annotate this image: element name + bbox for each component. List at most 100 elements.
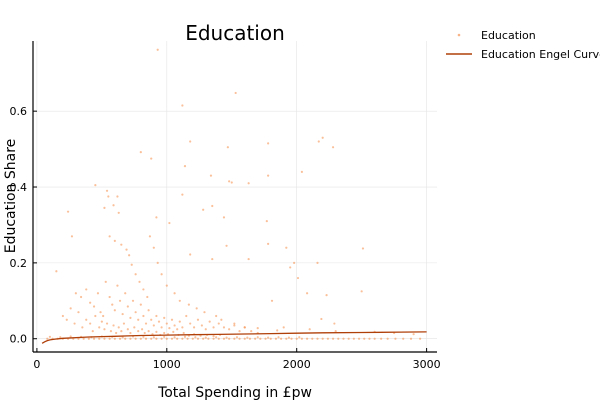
scatter-point	[152, 324, 155, 327]
scatter-point	[191, 337, 194, 340]
scatter-point	[172, 330, 175, 333]
scatter-point	[108, 337, 111, 340]
scatter-point	[129, 331, 132, 335]
scatter-point	[222, 216, 226, 219]
scatter-point	[321, 136, 324, 139]
scatter-point	[96, 292, 100, 295]
scatter-point	[94, 314, 97, 318]
scatter-point	[98, 326, 101, 329]
scatter-point	[108, 235, 111, 238]
scatter-point	[79, 295, 83, 299]
chart-title: Education	[185, 21, 285, 45]
scatter-point	[69, 307, 72, 310]
scatter-point	[247, 182, 250, 185]
scatter-point	[234, 91, 237, 95]
scatter-point	[215, 314, 218, 318]
scatter-point	[104, 280, 107, 283]
scatter-point	[243, 337, 246, 340]
scatter-point	[202, 337, 205, 340]
scatter-point	[419, 337, 422, 340]
scatter-point	[267, 174, 270, 177]
scatter-point	[233, 324, 236, 327]
scatter-point	[94, 184, 97, 187]
scatter-point	[142, 335, 145, 338]
scatter-point	[276, 329, 279, 332]
scatter-point	[139, 337, 142, 340]
scatter-point	[296, 276, 300, 280]
scatter-point	[183, 165, 187, 168]
scatter-point	[256, 336, 259, 339]
scatter-point	[285, 337, 288, 340]
scatter-point	[118, 337, 122, 340]
scatter-point	[298, 336, 301, 339]
scatter-point	[116, 195, 119, 198]
scatter-point	[73, 322, 76, 325]
scatter-point	[134, 311, 137, 314]
scatter-point	[176, 328, 179, 331]
scatter-point	[305, 337, 309, 340]
scatter-point	[290, 337, 293, 340]
x-tick-label: 0	[33, 358, 40, 371]
scatter-point	[105, 189, 109, 192]
scatter-point	[269, 337, 272, 340]
scatter-point	[55, 270, 58, 273]
scatter-point	[138, 280, 141, 283]
scatter-point	[185, 314, 188, 318]
scatter-point	[225, 336, 228, 339]
scatter-point	[92, 305, 96, 308]
scatter-point	[111, 303, 114, 306]
scatter-point	[211, 257, 214, 261]
scatter-point	[155, 314, 158, 318]
scatter-point	[194, 336, 197, 339]
scatter-point	[300, 170, 304, 173]
scatter-point	[160, 337, 163, 340]
scatter-point	[326, 337, 329, 340]
scatter-point	[103, 337, 106, 340]
scatter-point	[248, 337, 252, 340]
scatter-point	[129, 337, 132, 340]
scatter-point	[360, 290, 363, 293]
scatter-point	[280, 337, 283, 340]
scatter-point	[129, 316, 132, 319]
scatter-point	[316, 337, 319, 340]
plot-grid	[33, 41, 437, 352]
scatter-point	[402, 337, 405, 340]
scatter-point	[102, 314, 105, 318]
scatter-point	[267, 142, 270, 145]
x-tick-label: 1000	[153, 358, 181, 371]
scatter-point	[352, 337, 355, 340]
scatter-point	[112, 204, 115, 207]
scatter-point	[82, 337, 85, 340]
scatter-point	[116, 284, 119, 287]
scatter-point	[120, 330, 123, 333]
scatter-point	[196, 337, 200, 340]
scatter-point	[85, 288, 88, 291]
scatter-point	[65, 318, 68, 321]
scatter-point	[209, 174, 213, 177]
scatter-point	[247, 257, 250, 261]
scatter-point	[108, 295, 111, 299]
scatter-point	[212, 326, 215, 329]
scatter-point	[157, 320, 161, 323]
scatter-point	[173, 336, 176, 339]
scatter-point	[142, 288, 145, 291]
scatter-point	[144, 322, 148, 325]
scatter-point	[168, 221, 171, 225]
scatter-point	[131, 299, 135, 302]
scatter-point	[386, 337, 389, 340]
legend-curve-label: Education Engel Curve	[481, 48, 600, 61]
scatter-point	[126, 328, 129, 331]
scatter-point	[85, 318, 88, 321]
scatter-point	[233, 337, 236, 340]
scatter-point	[300, 337, 304, 340]
scatter-point	[113, 309, 116, 312]
scatter-point	[147, 309, 150, 312]
y-axis-label: Education Share	[3, 139, 19, 254]
scatter-series	[46, 48, 422, 340]
scatter-point	[189, 322, 192, 325]
scatter-point	[113, 337, 116, 340]
scatter-point	[337, 337, 340, 340]
scatter-point	[189, 140, 192, 143]
legend-scatter-label: Education	[481, 29, 536, 42]
scatter-point	[277, 336, 280, 339]
